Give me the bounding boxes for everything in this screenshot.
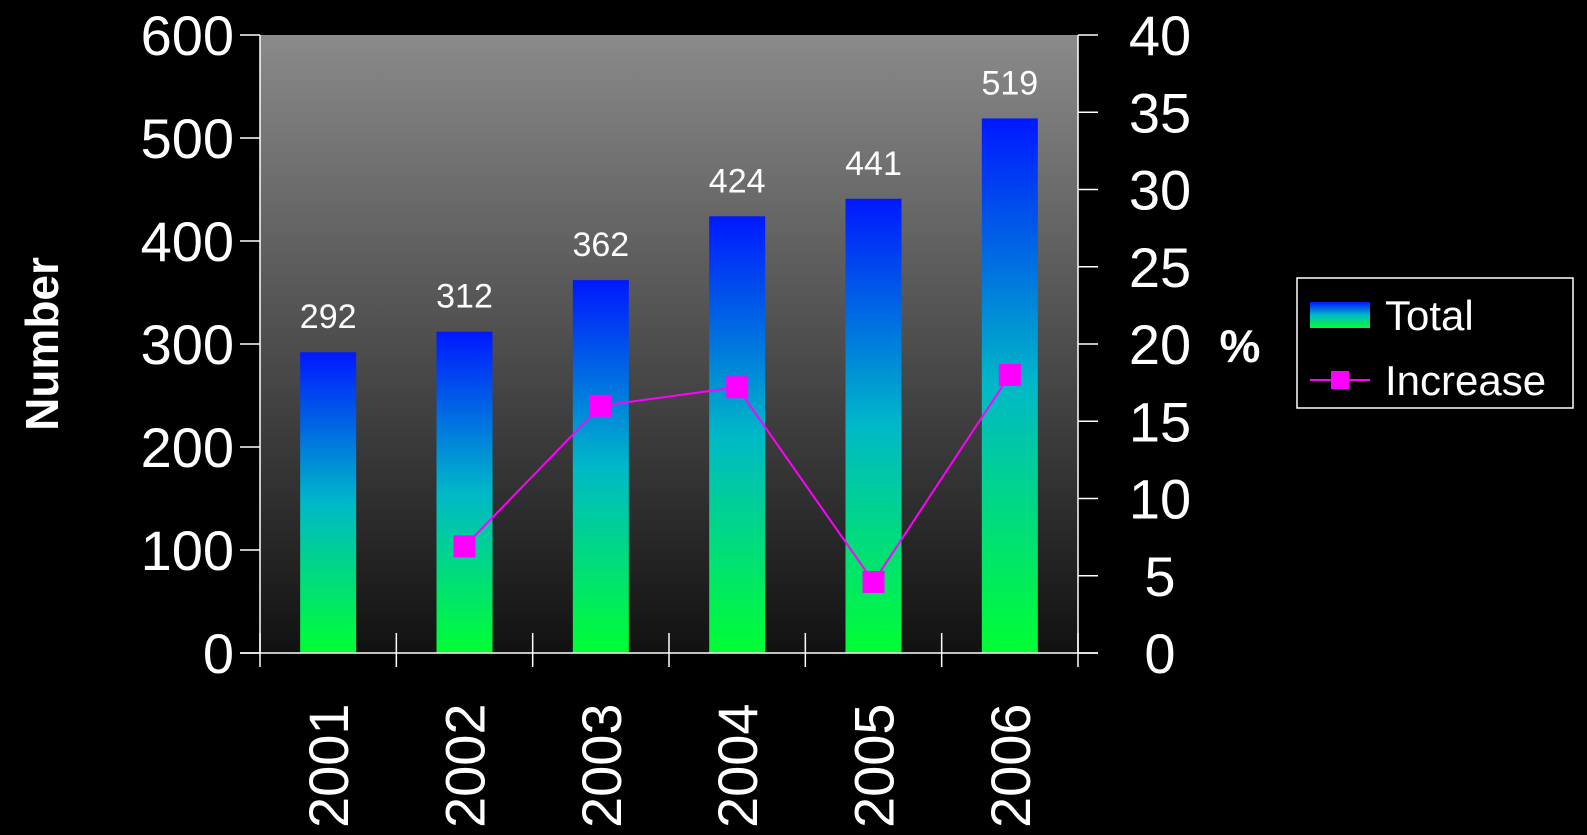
legend: Total Increase <box>1296 277 1574 409</box>
y2-tick-label: 40 <box>1129 4 1191 67</box>
y-tick-label: 200 <box>141 416 234 479</box>
increase-point-2003 <box>589 394 612 417</box>
x-tick-label-2002: 2002 <box>434 703 497 828</box>
x-tick-label-2001: 2001 <box>297 703 360 828</box>
legend-marker-increase <box>1331 371 1349 389</box>
y-tick-label: 500 <box>141 107 234 170</box>
x-tick-label-2006: 2006 <box>979 703 1042 828</box>
y2-tick-label: 15 <box>1129 390 1191 453</box>
y2-tick-label: 10 <box>1129 468 1191 531</box>
increase-point-2006 <box>998 363 1021 386</box>
y-tick-label: 100 <box>141 519 234 582</box>
bar-label-2003: 362 <box>572 226 629 264</box>
y2-tick-label: 20 <box>1129 313 1191 376</box>
y2-tick-label: 30 <box>1129 159 1191 222</box>
bar-label-2005: 441 <box>845 145 902 183</box>
y-tick-label: 0 <box>203 622 234 685</box>
bar-label-2001: 292 <box>300 298 357 336</box>
y2-tick-label: 25 <box>1129 236 1191 299</box>
x-tick-label-2003: 2003 <box>570 703 633 828</box>
y-tick-label: 600 <box>141 4 234 67</box>
y-axis-title: Number <box>16 257 68 431</box>
bar-label-2006: 519 <box>981 64 1038 102</box>
bar-2003 <box>572 280 629 653</box>
y2-tick-label: 35 <box>1129 81 1191 144</box>
increase-point-2005 <box>862 570 885 593</box>
y2-tick-label: 0 <box>1144 622 1175 685</box>
bar-2004 <box>709 216 766 653</box>
x-tick-label-2005: 2005 <box>843 703 906 828</box>
plot-area <box>260 35 1078 653</box>
legend-label-total: Total <box>1385 292 1474 339</box>
bar-2001 <box>300 352 357 653</box>
bar-label-2002: 312 <box>436 278 493 316</box>
y2-tick-label: 5 <box>1144 545 1175 608</box>
y-tick-label: 400 <box>141 210 234 273</box>
y-tick-label: 300 <box>141 313 234 376</box>
increase-point-2004 <box>726 376 749 399</box>
increase-point-2002 <box>453 535 476 558</box>
y2-axis-title: % <box>1220 320 1261 372</box>
bar-2002 <box>436 331 493 653</box>
x-tick-label-2004: 2004 <box>706 703 769 828</box>
legend-swatch-total <box>1310 302 1370 328</box>
legend-label-increase: Increase <box>1385 357 1546 404</box>
bar-label-2004: 424 <box>709 162 766 200</box>
